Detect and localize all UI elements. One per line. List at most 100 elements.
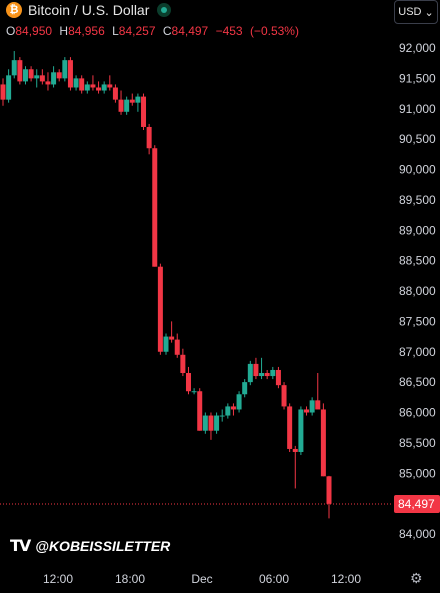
change-percent: (−0.53%) — [249, 24, 299, 38]
candle-body — [163, 336, 169, 352]
time-tick-label: 06:00 — [259, 572, 289, 586]
candle — [281, 382, 287, 410]
price-axis: 92,000 91,500 91,000 90,500 90,000 89,500 89,0… — [399, 41, 436, 541]
tradingview-logo: TV — [10, 536, 31, 555]
candle — [6, 69, 12, 103]
candle — [146, 123, 152, 155]
candle — [73, 75, 79, 91]
time-axis: 12:00 18:00 Dec 06:00 12:00 — [43, 572, 361, 586]
candle-body — [180, 354, 186, 374]
price-tick-label: 89,000 — [399, 223, 436, 237]
candle — [320, 403, 326, 477]
price-tick-label: 89,500 — [399, 193, 436, 207]
candle — [326, 475, 332, 519]
time-tick-label: 12:00 — [43, 572, 73, 586]
candle-body — [315, 400, 321, 410]
candle-body — [191, 391, 197, 393]
candle-body — [219, 415, 225, 417]
candle — [62, 57, 68, 82]
candle — [0, 78, 6, 106]
price-tick-label: 90,000 — [399, 163, 436, 177]
currency-selector[interactable]: USD ⌄ — [394, 0, 438, 24]
price-tick-label: 85,000 — [399, 466, 436, 480]
candle — [124, 96, 130, 115]
candle — [230, 403, 236, 416]
price-tick-label: 92,000 — [399, 41, 436, 55]
candle-body — [152, 148, 158, 267]
high-value: 84,956 — [68, 24, 105, 38]
time-tick-label: 12:00 — [331, 572, 361, 586]
candle — [51, 66, 57, 88]
candle — [22, 66, 28, 85]
price-tick-label: 86,500 — [399, 375, 436, 389]
candle-body — [28, 69, 34, 79]
candle — [270, 366, 276, 380]
candle — [84, 81, 90, 94]
price-tick-label: 87,000 — [399, 345, 436, 359]
candle-body — [197, 391, 203, 431]
candle-body — [304, 409, 310, 413]
candle — [96, 81, 102, 94]
candle — [163, 333, 169, 355]
gear-icon[interactable]: ⚙ — [410, 570, 423, 586]
candle-body — [259, 373, 265, 377]
price-tick-label: 90,500 — [399, 132, 436, 146]
symbol-header[interactable]: ₿ Bitcoin / U.S. Dollar — [6, 2, 172, 18]
candle-body — [124, 99, 130, 112]
candle-body — [62, 60, 68, 79]
candle — [67, 57, 73, 91]
candle-body — [326, 476, 332, 504]
candle-body — [208, 415, 214, 431]
time-tick-label: Dec — [191, 572, 212, 586]
candle — [112, 84, 118, 103]
candle-body — [185, 373, 191, 392]
price-tick-label: 85,500 — [399, 436, 436, 450]
watermark-handle: @KOBEISSILETTER — [35, 537, 171, 554]
candle-body — [146, 126, 152, 149]
candle-body — [56, 72, 62, 79]
candle — [315, 373, 321, 410]
candle — [157, 263, 163, 355]
candle-body — [129, 99, 135, 103]
price-tick-label: 86,000 — [399, 406, 436, 420]
candle — [275, 366, 281, 389]
candles-layer — [0, 51, 332, 519]
candle — [180, 348, 186, 377]
candle-body — [17, 60, 23, 82]
candle — [101, 81, 107, 94]
candle-body — [253, 363, 259, 377]
candle — [45, 72, 51, 91]
price-tick-label: 88,500 — [399, 254, 436, 268]
time-tick-label: 18:00 — [115, 572, 145, 586]
candle — [28, 66, 34, 82]
candle — [129, 93, 135, 106]
candle-body — [141, 96, 147, 127]
candle — [259, 357, 265, 380]
candle — [292, 445, 298, 489]
candle-body — [281, 385, 287, 407]
candle — [208, 412, 214, 440]
candle-body — [96, 87, 102, 91]
candle-body — [264, 373, 270, 377]
candle — [309, 397, 315, 416]
candle — [11, 51, 17, 79]
candle-body — [90, 84, 96, 88]
candle-body — [230, 406, 236, 410]
low-value: 84,257 — [118, 24, 156, 38]
close-value: 84,497 — [171, 24, 209, 38]
candle — [169, 321, 175, 343]
candle-body — [67, 60, 73, 88]
candle-body — [45, 81, 51, 85]
change-value: −453 — [215, 24, 243, 38]
candle-body — [135, 96, 141, 103]
symbol-title[interactable]: Bitcoin / U.S. Dollar — [28, 2, 150, 18]
candle — [202, 412, 208, 434]
candle — [107, 75, 113, 91]
candle — [17, 57, 23, 85]
candle-body — [169, 336, 175, 340]
candle-body — [73, 78, 79, 88]
price-tick-label: 91,500 — [399, 71, 436, 85]
price-tick-label: 91,000 — [399, 102, 436, 116]
candle — [191, 388, 197, 395]
